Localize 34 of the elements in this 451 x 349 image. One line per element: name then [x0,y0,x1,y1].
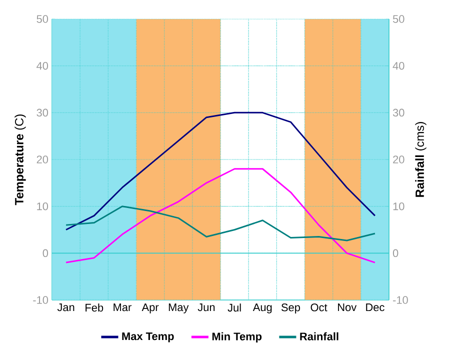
y-axis-title: Temperature (C) [14,114,26,206]
y2-tick-label: -10 [393,296,408,304]
y2-tick-label: 20 [393,156,404,164]
x-tick-label: Jan [57,304,74,312]
y2-tick-label: 50 [392,15,404,23]
y2-tick-label: 30 [392,108,404,117]
legend-label: Rainfall [300,332,338,340]
y-tick-label: 30 [36,108,48,117]
legend-label: Max Temp [122,332,174,342]
x-tick-label: Oct [310,304,328,312]
y-tick-label: 40 [36,62,48,70]
y-tick-label: 20 [36,156,48,164]
x-tick-label: Mar [114,304,132,312]
y-tick-label: -10 [33,296,48,304]
x-tick-label: Jul [228,304,241,312]
legend-label: Min Temp [212,332,262,342]
x-tick-label: Dec [366,304,384,312]
x-tick-label: May [168,304,189,314]
y-tick-label: 10 [37,202,48,210]
y2-tick-label: 40 [392,62,404,70]
y-tick-label: 50 [36,15,48,23]
x-tick-label: Sep [281,304,300,314]
x-tick-label: Aug [252,304,272,314]
x-tick-label: Feb [86,304,104,312]
y2-tick-label: 0 [392,249,398,258]
line-series [65,206,376,242]
y2-tick-label: 10 [393,202,404,210]
y-tick-label: 0 [42,249,48,258]
x-tick-label: Nov [338,304,357,312]
line-series [65,112,376,230]
line-series [65,168,376,264]
x-tick-label: Apr [142,304,159,314]
y2-axis-title: Rainfall (cms) [415,122,426,197]
x-tick-label: Jun [198,304,215,312]
